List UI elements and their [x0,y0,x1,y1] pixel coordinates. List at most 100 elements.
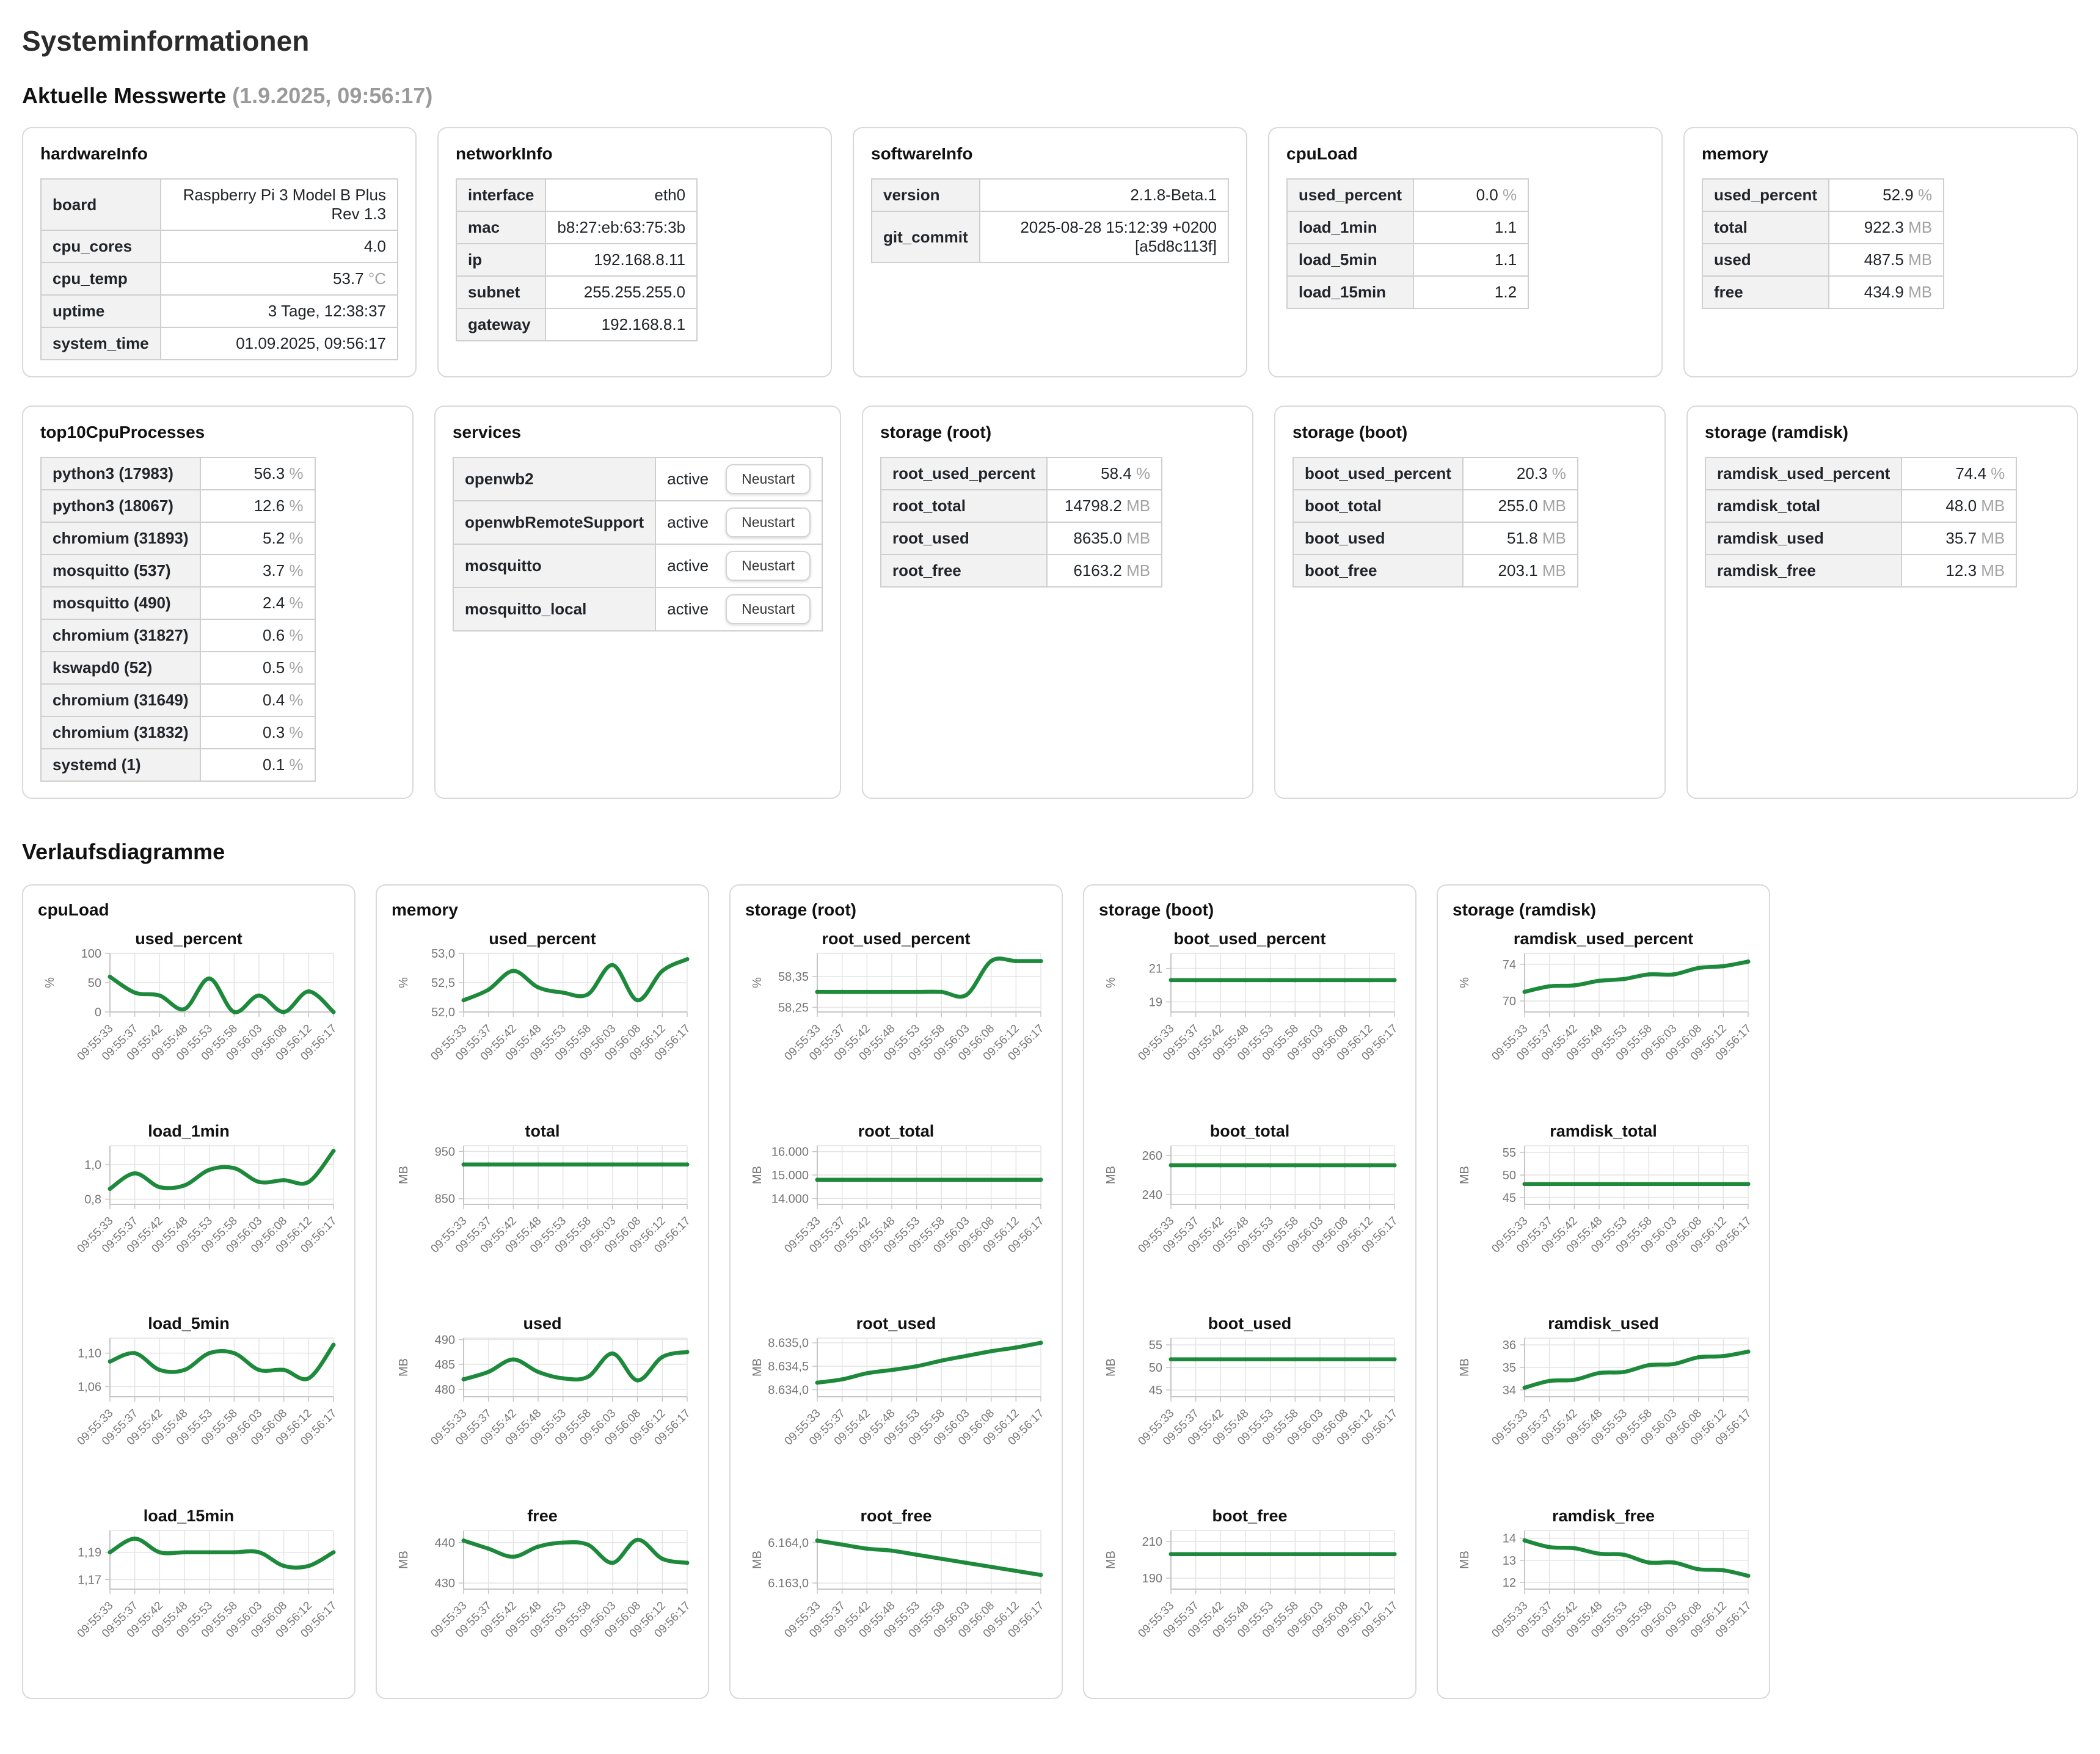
row-value-unit: MB [1538,561,1566,580]
row-value: 12.3 MB [1901,555,2016,587]
y-tick-label: 14.000 [771,1192,809,1206]
row-value-number: 1.1 [1495,218,1517,236]
y-tick-label: 6.163,0 [768,1577,809,1590]
row-value: 1.1 [1413,211,1528,244]
row-value: 0.1 % [200,749,315,781]
restart-button[interactable]: Neustart [726,594,811,624]
row-value-unit: % [1548,464,1566,482]
service-status-text: active [667,556,709,575]
chart-title: free [392,1507,693,1526]
row-label: root_total [881,490,1047,522]
row-value: Raspberry Pi 3 Model B Plus Rev 1.3 [161,179,398,230]
row-value-number: 2.4 [263,594,285,612]
line-chart-root-used-percent: 09:55:3309:55:3709:55:4209:55:4809:55:53… [745,948,1047,1112]
chart-title: root_free [745,1507,1047,1526]
row-value-unit: % [285,755,303,774]
row-label: mosquitto [453,544,655,588]
y-tick-label: 8.634,0 [768,1383,809,1397]
row-value: 255.255.255.0 [545,276,697,308]
row-value-unit: % [285,529,303,547]
row-value: 0.0 % [1413,179,1528,211]
y-tick-label: 210 [1142,1535,1162,1549]
chart-title: root_used [745,1314,1047,1333]
row-value-number: 1.1 [1495,250,1517,269]
data-line [110,1151,334,1189]
card-title: hardwareInfo [40,144,398,164]
row-value-number: 01.09.2025, 09:56:17 [236,334,386,352]
data-line [110,1345,334,1379]
row-value-unit: % [285,497,303,515]
card-title: storage (ramdisk) [1705,423,2060,442]
table-row: mosquitto (537)3.7 % [41,555,315,587]
row-value: 56.3 % [200,457,315,490]
y-axis-unit-label: MB [1104,1358,1118,1377]
table-row: chromium (31832)0.3 % [41,716,315,749]
chart-title: root_total [745,1122,1047,1141]
chart-card-title: memory [392,900,693,920]
data-line [1525,962,1748,992]
row-value-number: 434.9 [1864,283,1904,301]
restart-button[interactable]: Neustart [726,464,811,494]
row-value-number: 192.168.8.1 [602,315,685,333]
row-value-unit: MB [1904,218,1932,236]
y-axis-unit-label: % [397,977,410,988]
line-chart-ramdisk-used-percent: 09:55:3309:55:3709:55:4209:55:4809:55:53… [1453,948,1754,1112]
row-value: 192.168.8.11 [545,244,697,276]
card-title: softwareInfo [871,144,1229,164]
restart-button[interactable]: Neustart [726,508,811,537]
y-tick-label: 55 [1503,1146,1516,1160]
row-value-unit: % [285,594,303,612]
y-tick-label: 16.000 [771,1146,809,1159]
row-value: 2025-08-28 15:12:39 +0200 [a5d8c113f] [980,211,1228,263]
row-value: 434.9 MB [1829,276,1944,308]
row-value-number: 3.7 [263,561,285,580]
row-value: active Neustart [655,544,822,588]
row-label: boot_total [1293,490,1463,522]
row-label: interface [456,179,545,211]
y-tick-label: 14 [1503,1532,1516,1546]
y-axis-unit-label: % [1458,977,1471,988]
y-tick-label: 1,19 [78,1546,101,1560]
chart-title: used_percent [392,930,693,948]
row-value-number: 0.6 [263,626,285,644]
data-line [464,959,687,1000]
row-value-unit: MB [1904,250,1932,269]
y-tick-label: 950 [435,1145,455,1159]
y-tick-label: 13 [1503,1554,1516,1568]
y-tick-label: 15.000 [771,1169,809,1182]
row-label: mosquitto (490) [41,587,200,619]
row-label: boot_free [1293,555,1463,587]
row-label: chromium (31649) [41,684,200,716]
y-axis-unit-label: MB [397,1551,410,1569]
row-label: chromium (31893) [41,522,200,555]
chart-title: ramdisk_total [1453,1122,1754,1141]
data-line [817,959,1041,997]
y-tick-label: 190 [1142,1572,1162,1585]
line-chart-load-1min: 09:55:3309:55:3709:55:4209:55:4809:55:53… [38,1141,340,1305]
restart-button[interactable]: Neustart [726,551,811,581]
row-value: 487.5 MB [1829,244,1944,276]
y-axis-unit-label: MB [1458,1551,1471,1569]
y-tick-label: 440 [435,1537,455,1550]
row-label: boot_used_percent [1293,457,1463,490]
row-label: system_time [41,327,161,360]
row-value: 01.09.2025, 09:56:17 [161,327,398,360]
table-row: chromium (31649)0.4 % [41,684,315,716]
